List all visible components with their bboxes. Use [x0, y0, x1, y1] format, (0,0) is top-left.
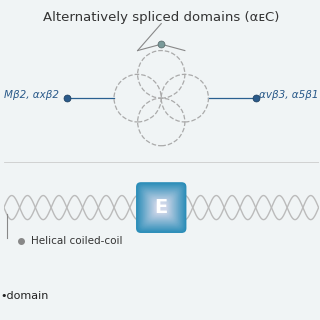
FancyBboxPatch shape: [148, 194, 175, 221]
FancyBboxPatch shape: [154, 200, 169, 215]
FancyBboxPatch shape: [137, 184, 185, 232]
FancyBboxPatch shape: [156, 202, 167, 213]
Text: Mβ2, αxβ2: Mβ2, αxβ2: [4, 90, 59, 100]
Text: Helical coiled-coil: Helical coiled-coil: [31, 236, 122, 246]
FancyBboxPatch shape: [147, 193, 175, 222]
FancyBboxPatch shape: [152, 198, 171, 217]
FancyBboxPatch shape: [142, 188, 180, 227]
Text: Alternatively spliced domains (αᴇC): Alternatively spliced domains (αᴇC): [43, 11, 279, 24]
FancyBboxPatch shape: [153, 199, 169, 216]
FancyBboxPatch shape: [155, 202, 167, 214]
FancyBboxPatch shape: [141, 187, 182, 228]
FancyBboxPatch shape: [146, 192, 177, 223]
FancyBboxPatch shape: [155, 201, 168, 214]
FancyBboxPatch shape: [144, 190, 179, 225]
Text: αvβ3, α5β1: αvβ3, α5β1: [259, 90, 319, 100]
FancyBboxPatch shape: [146, 193, 176, 223]
FancyBboxPatch shape: [150, 196, 173, 219]
FancyBboxPatch shape: [141, 188, 181, 228]
Text: •domain: •domain: [1, 292, 49, 301]
FancyBboxPatch shape: [136, 182, 187, 233]
FancyBboxPatch shape: [148, 195, 174, 220]
FancyBboxPatch shape: [137, 183, 186, 232]
FancyBboxPatch shape: [150, 196, 172, 219]
FancyBboxPatch shape: [151, 197, 172, 218]
FancyBboxPatch shape: [140, 186, 183, 229]
FancyBboxPatch shape: [145, 191, 178, 224]
FancyBboxPatch shape: [140, 186, 182, 229]
Text: E: E: [155, 198, 168, 217]
FancyBboxPatch shape: [152, 199, 170, 216]
FancyBboxPatch shape: [149, 195, 173, 220]
FancyBboxPatch shape: [143, 189, 180, 226]
FancyBboxPatch shape: [139, 185, 184, 230]
FancyBboxPatch shape: [138, 184, 184, 231]
FancyBboxPatch shape: [144, 190, 178, 225]
